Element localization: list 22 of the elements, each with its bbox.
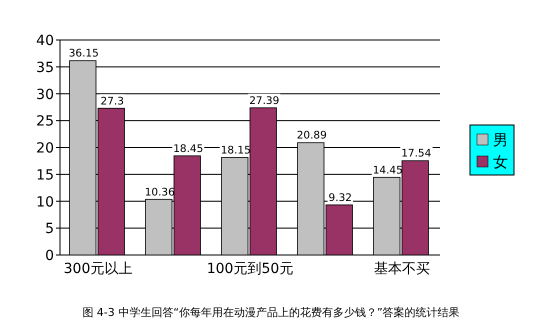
data-label: 36.15 xyxy=(68,48,99,60)
x-tick-label: 基本不买 xyxy=(374,261,430,277)
y-tick-label: 20 xyxy=(36,140,54,156)
y-tick-label: 30 xyxy=(36,86,54,103)
data-label: 9.32 xyxy=(328,192,352,204)
data-label: 27.3 xyxy=(100,95,124,108)
y-tick-label: 25 xyxy=(36,114,54,130)
y-tick-label: 15 xyxy=(36,167,54,184)
y-tick-label: 35 xyxy=(36,60,54,76)
y-tick-label: 5 xyxy=(45,221,54,238)
y-tick-label: 40 xyxy=(36,33,54,49)
x-tick-label: 300元以上 xyxy=(64,261,132,277)
data-label: 18.45 xyxy=(173,142,204,155)
caption: 图 4-3 中学生回答“你每年用在动漫产品上的花费有多少钱？”答案的统计结果 xyxy=(82,306,460,319)
data-label: 20.89 xyxy=(296,130,327,142)
data-label: 27.39 xyxy=(249,94,280,107)
data-label: 17.54 xyxy=(401,148,432,160)
y-tick-label: 10 xyxy=(36,194,54,210)
x-tick-label: 100元到50元 xyxy=(206,261,294,277)
legend-label: 女 xyxy=(493,153,508,171)
legend-label: 男 xyxy=(493,131,508,149)
y-tick-label: 0 xyxy=(45,248,54,264)
